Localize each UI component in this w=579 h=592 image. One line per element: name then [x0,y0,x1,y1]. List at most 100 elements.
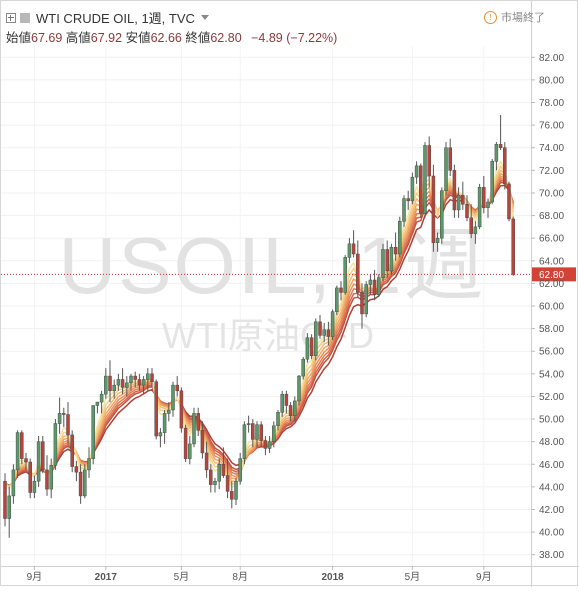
candle-body [179,390,184,429]
candle-body [209,469,213,485]
candle [326,321,331,346]
candle [456,187,461,218]
candle-body [242,424,247,459]
candle-body [364,284,368,315]
candle-body [339,287,343,293]
candle [364,281,368,318]
candle [486,198,490,218]
candle [490,159,494,205]
y-tick-label: 40.00 [539,528,564,539]
candle-body [137,379,142,386]
candle-body [293,400,297,416]
y-tick-label: 68.00 [539,211,564,222]
candle-body [196,413,200,431]
candle-body [183,427,188,459]
candle-body [314,321,318,356]
candle-body [3,480,7,519]
candle-body [49,465,53,490]
candle [120,368,125,395]
market-status[interactable]: ! 市場終了 [484,9,545,25]
candle-body [83,469,87,497]
candle-body [385,249,389,272]
candle-body [498,144,503,148]
candle [24,452,28,470]
candle [477,183,482,230]
candle [381,243,385,282]
candle-body [74,466,79,473]
y-tick-label: 76.00 [539,121,564,132]
x-tick-label: 9月 [476,571,492,583]
candle-body [158,432,163,437]
candle [150,368,154,388]
y-tick-label: 66.00 [539,234,564,245]
candle [440,187,444,244]
candle [419,163,423,218]
y-tick-label: 46.00 [539,460,564,471]
candle [83,464,87,499]
candle-body [91,405,95,459]
candle-body [288,405,293,416]
candle [343,255,347,295]
y-tick-label: 56.00 [539,347,564,358]
x-axis: 9月 2017 5月 8月 2018 5月 9月 [0,566,579,583]
candle [238,452,242,485]
candle [3,473,7,527]
candle-body [276,412,280,427]
candle-body [24,458,28,463]
candle-body [167,409,171,414]
candle [494,142,499,171]
candle [70,430,74,473]
candle [188,436,192,465]
candle-body [326,329,331,337]
candle-body [171,384,175,411]
candle [322,322,326,343]
candle [192,407,196,448]
candle-body [70,434,74,467]
add-symbol-icon[interactable] [6,12,16,23]
candle-body [280,393,284,413]
candle-body [246,423,251,425]
candle-body [389,246,394,272]
candle-body [435,237,440,243]
candle [196,407,200,436]
candle [347,238,352,264]
candle [293,396,297,422]
candle [448,138,452,176]
last-price-label: 62.80 [539,270,564,281]
candle [284,390,289,414]
candle-body [141,379,146,386]
candle [482,176,486,214]
candle [511,216,515,276]
candle-body [230,491,234,500]
candle [230,481,234,509]
chevron-down-icon[interactable] [200,15,209,20]
candle-body [255,424,259,440]
candle [288,402,293,422]
candle-body [133,375,137,380]
y-tick-label: 70.00 [539,188,564,199]
ohlc-close-label: 終値 [185,31,211,45]
chart-header: WTI CRUDE OIL, 1週, TVC [6,8,209,27]
candle [158,428,163,448]
candle-body [301,358,305,377]
candle [112,379,116,399]
candle [41,436,45,474]
ohlc-high-label: 高値 [65,31,91,45]
candle-body [322,329,326,336]
candle [32,475,37,499]
chart-title[interactable]: WTI CRUDE OIL, 1週, TVC [36,11,195,26]
candle-body [204,452,209,471]
compare-icon[interactable] [20,12,30,23]
candle [133,371,137,388]
ohlc-low-value: 62.66 [150,31,182,45]
ohlc-open-label: 始値 [6,31,32,45]
candle [309,334,314,360]
candle [461,181,465,210]
candle-body [20,432,24,459]
candle [225,458,230,499]
candle [11,464,16,504]
candle-body [57,413,62,424]
watermark-symbol: USOIL, 1週 [58,221,485,310]
